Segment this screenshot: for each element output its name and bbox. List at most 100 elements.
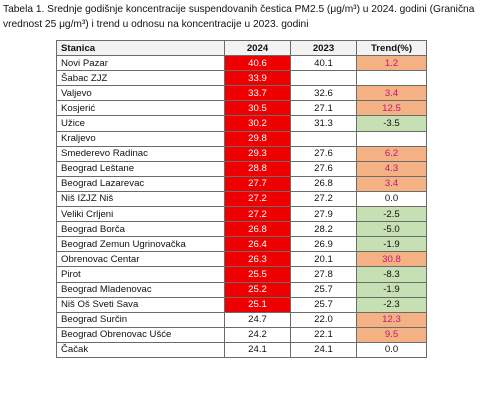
table-row: Novi Pazar 40.6 40.1 1.2 bbox=[56, 55, 427, 72]
trend-cell: -2.3 bbox=[356, 296, 427, 313]
value-2024-cell: 26.8 bbox=[224, 221, 291, 238]
station-cell: Kraljevo bbox=[56, 130, 225, 147]
table-row: Kraljevo 29.8 bbox=[56, 130, 427, 147]
table-row: Šabac ZJZ 33.9 bbox=[56, 70, 427, 87]
trend-cell: -3.5 bbox=[356, 115, 427, 132]
station-cell: Smederevo Radinac bbox=[56, 145, 225, 162]
value-2023-cell: 25.7 bbox=[290, 296, 357, 313]
value-2024-cell: 30.5 bbox=[224, 100, 291, 117]
table-row: Beograd Obrenovac Ušće 24.2 22.1 9.5 bbox=[56, 326, 427, 343]
value-2024-cell: 25.1 bbox=[224, 296, 291, 313]
trend-cell: 3.4 bbox=[356, 175, 427, 192]
table-row: Beograd Borča 26.8 28.2 -5.0 bbox=[56, 221, 427, 238]
value-2023-cell: 27.8 bbox=[290, 266, 357, 283]
value-2024-cell: 40.6 bbox=[224, 55, 291, 72]
station-cell: Pirot bbox=[56, 266, 225, 283]
trend-cell: 4.3 bbox=[356, 160, 427, 177]
trend-cell: 9.5 bbox=[356, 326, 427, 343]
trend-cell: 6.2 bbox=[356, 145, 427, 162]
trend-cell: -5.0 bbox=[356, 221, 427, 238]
station-cell: Užice bbox=[56, 115, 225, 132]
value-2024-cell: 29.3 bbox=[224, 145, 291, 162]
value-2024-cell: 27.2 bbox=[224, 206, 291, 223]
table-row: Veliki Crljeni 27.2 27.9 -2.5 bbox=[56, 206, 427, 223]
trend-cell: 3.4 bbox=[356, 85, 427, 102]
value-2023-cell: 27.6 bbox=[290, 160, 357, 177]
value-2023-cell: 27.6 bbox=[290, 145, 357, 162]
table-caption: Tabela 1. Srednje godišnje koncentracije… bbox=[3, 4, 475, 30]
table-row: Čačak 24.1 24.1 0.0 bbox=[56, 341, 427, 358]
value-2023-cell: 22.1 bbox=[290, 326, 357, 343]
station-cell: Čačak bbox=[56, 341, 225, 358]
station-cell: Niš IZJZ Niš bbox=[56, 190, 225, 208]
trend-cell: 30.8 bbox=[356, 251, 427, 268]
table-row: Obrenovac Centar 26.3 20.1 30.8 bbox=[56, 251, 427, 268]
value-2023-cell: 26.9 bbox=[290, 236, 357, 253]
value-2024-cell: 33.9 bbox=[224, 70, 291, 87]
value-2023-cell: 27.9 bbox=[290, 206, 357, 223]
station-cell: Valjevo bbox=[56, 85, 225, 102]
station-cell: Beograd Mladenovac bbox=[56, 281, 225, 298]
value-2023-cell: 22.0 bbox=[290, 311, 357, 328]
table-row: Niš Oš Sveti Sava 25.1 25.7 -2.3 bbox=[56, 296, 427, 313]
value-2024-cell: 26.4 bbox=[224, 236, 291, 253]
trend-cell bbox=[356, 70, 427, 87]
trend-cell bbox=[356, 130, 427, 147]
table-row: Smederevo Radinac 29.3 27.6 6.2 bbox=[56, 145, 427, 162]
table-row: Užice 30.2 31.3 -3.5 bbox=[56, 115, 427, 132]
station-cell: Beograd Surčin bbox=[56, 311, 225, 328]
value-2024-cell: 27.2 bbox=[224, 190, 291, 208]
header-2024: 2024 bbox=[224, 39, 291, 57]
trend-cell: -1.9 bbox=[356, 281, 427, 298]
table-header-row: Stanica 2024 2023 Trend(%) bbox=[56, 39, 427, 57]
value-2023-cell: 20.1 bbox=[290, 251, 357, 268]
station-cell: Šabac ZJZ bbox=[56, 70, 225, 87]
station-cell: Novi Pazar bbox=[56, 55, 225, 72]
value-2023-cell: 40.1 bbox=[290, 55, 357, 72]
value-2023-cell: 27.2 bbox=[290, 190, 357, 208]
pm25-table: Stanica 2024 2023 Trend(%) Novi Pazar 40.… bbox=[56, 39, 427, 358]
trend-cell: -8.3 bbox=[356, 266, 427, 283]
trend-cell: 12.3 bbox=[356, 311, 427, 328]
table-row: Kosjerić 30.5 27.1 12.5 bbox=[56, 100, 427, 117]
table-row: Valjevo 33.7 32.6 3.4 bbox=[56, 85, 427, 102]
value-2023-cell: 32.6 bbox=[290, 85, 357, 102]
table-row: Beograd Lazarevac 27.7 26.8 3.4 bbox=[56, 175, 427, 192]
header-station: Stanica bbox=[56, 39, 225, 57]
trend-cell: 0.0 bbox=[356, 341, 427, 358]
station-cell: Kosjerić bbox=[56, 100, 225, 117]
station-cell: Veliki Crljeni bbox=[56, 206, 225, 223]
value-2023-cell: 26.8 bbox=[290, 175, 357, 192]
value-2024-cell: 30.2 bbox=[224, 115, 291, 132]
value-2024-cell: 24.1 bbox=[224, 341, 291, 358]
station-cell: Obrenovac Centar bbox=[56, 251, 225, 268]
station-cell: Beograd Borča bbox=[56, 221, 225, 238]
value-2023-cell: 31.3 bbox=[290, 115, 357, 132]
table-body: Novi Pazar 40.6 40.1 1.2 Šabac ZJZ 33.9 Valjev… bbox=[56, 55, 427, 358]
trend-cell: -1.9 bbox=[356, 236, 427, 253]
table-row: Beograd Mladenovac 25.2 25.7 -1.9 bbox=[56, 281, 427, 298]
value-2024-cell: 29.8 bbox=[224, 130, 291, 147]
header-2023: 2023 bbox=[290, 39, 357, 57]
trend-cell: 0.0 bbox=[356, 190, 427, 208]
table-row: Pirot 25.5 27.8 -8.3 bbox=[56, 266, 427, 283]
trend-cell: 12.5 bbox=[356, 100, 427, 117]
station-cell: Beograd Zemun Ugrinovačka bbox=[56, 236, 225, 253]
station-cell: Beograd Lazarevac bbox=[56, 175, 225, 192]
value-2023-cell: 28.2 bbox=[290, 221, 357, 238]
station-cell: Beograd Obrenovac Ušće bbox=[56, 326, 225, 343]
station-cell: Niš Oš Sveti Sava bbox=[56, 296, 225, 313]
value-2023-cell bbox=[290, 130, 357, 147]
value-2023-cell bbox=[290, 70, 357, 87]
header-trend: Trend(%) bbox=[356, 39, 427, 57]
table-row: Beograd Leštane 28.8 27.6 4.3 bbox=[56, 160, 427, 177]
value-2024-cell: 26.3 bbox=[224, 251, 291, 268]
value-2024-cell: 27.7 bbox=[224, 175, 291, 192]
table-row: Niš IZJZ Niš 27.2 27.2 0.0 bbox=[56, 190, 427, 208]
value-2024-cell: 25.5 bbox=[224, 266, 291, 283]
table-row: Beograd Zemun Ugrinovačka 26.4 26.9 -1.9 bbox=[56, 236, 427, 253]
value-2024-cell: 24.7 bbox=[224, 311, 291, 328]
trend-cell: 1.2 bbox=[356, 55, 427, 72]
value-2024-cell: 28.8 bbox=[224, 160, 291, 177]
value-2024-cell: 24.2 bbox=[224, 326, 291, 343]
